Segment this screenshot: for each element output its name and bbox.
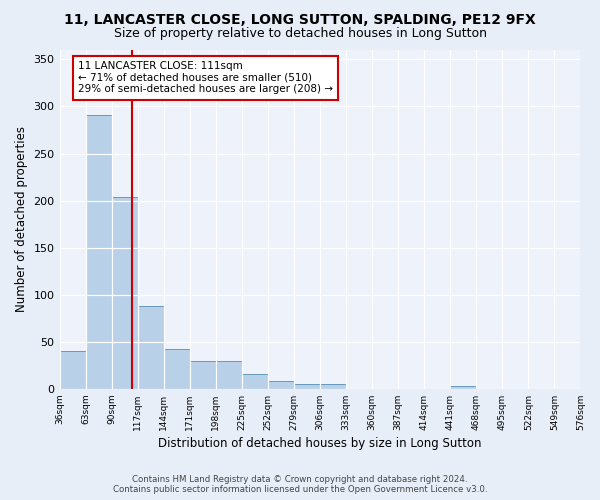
Bar — [164, 350, 190, 389]
Bar — [86, 115, 112, 389]
Bar — [268, 382, 294, 389]
Text: Size of property relative to detached houses in Long Sutton: Size of property relative to detached ho… — [113, 28, 487, 40]
Bar — [190, 360, 216, 389]
Bar — [137, 306, 164, 389]
Text: 11, LANCASTER CLOSE, LONG SUTTON, SPALDING, PE12 9FX: 11, LANCASTER CLOSE, LONG SUTTON, SPALDI… — [64, 12, 536, 26]
Bar — [216, 360, 242, 389]
Text: 11 LANCASTER CLOSE: 111sqm
← 71% of detached houses are smaller (510)
29% of sem: 11 LANCASTER CLOSE: 111sqm ← 71% of deta… — [78, 62, 333, 94]
Y-axis label: Number of detached properties: Number of detached properties — [15, 126, 28, 312]
X-axis label: Distribution of detached houses by size in Long Sutton: Distribution of detached houses by size … — [158, 437, 482, 450]
Text: Contains HM Land Registry data © Crown copyright and database right 2024.
Contai: Contains HM Land Registry data © Crown c… — [113, 474, 487, 494]
Bar — [320, 384, 346, 389]
Bar — [242, 374, 268, 389]
Bar — [450, 386, 476, 389]
Bar — [59, 351, 86, 389]
Bar — [112, 197, 137, 389]
Bar — [294, 384, 320, 389]
